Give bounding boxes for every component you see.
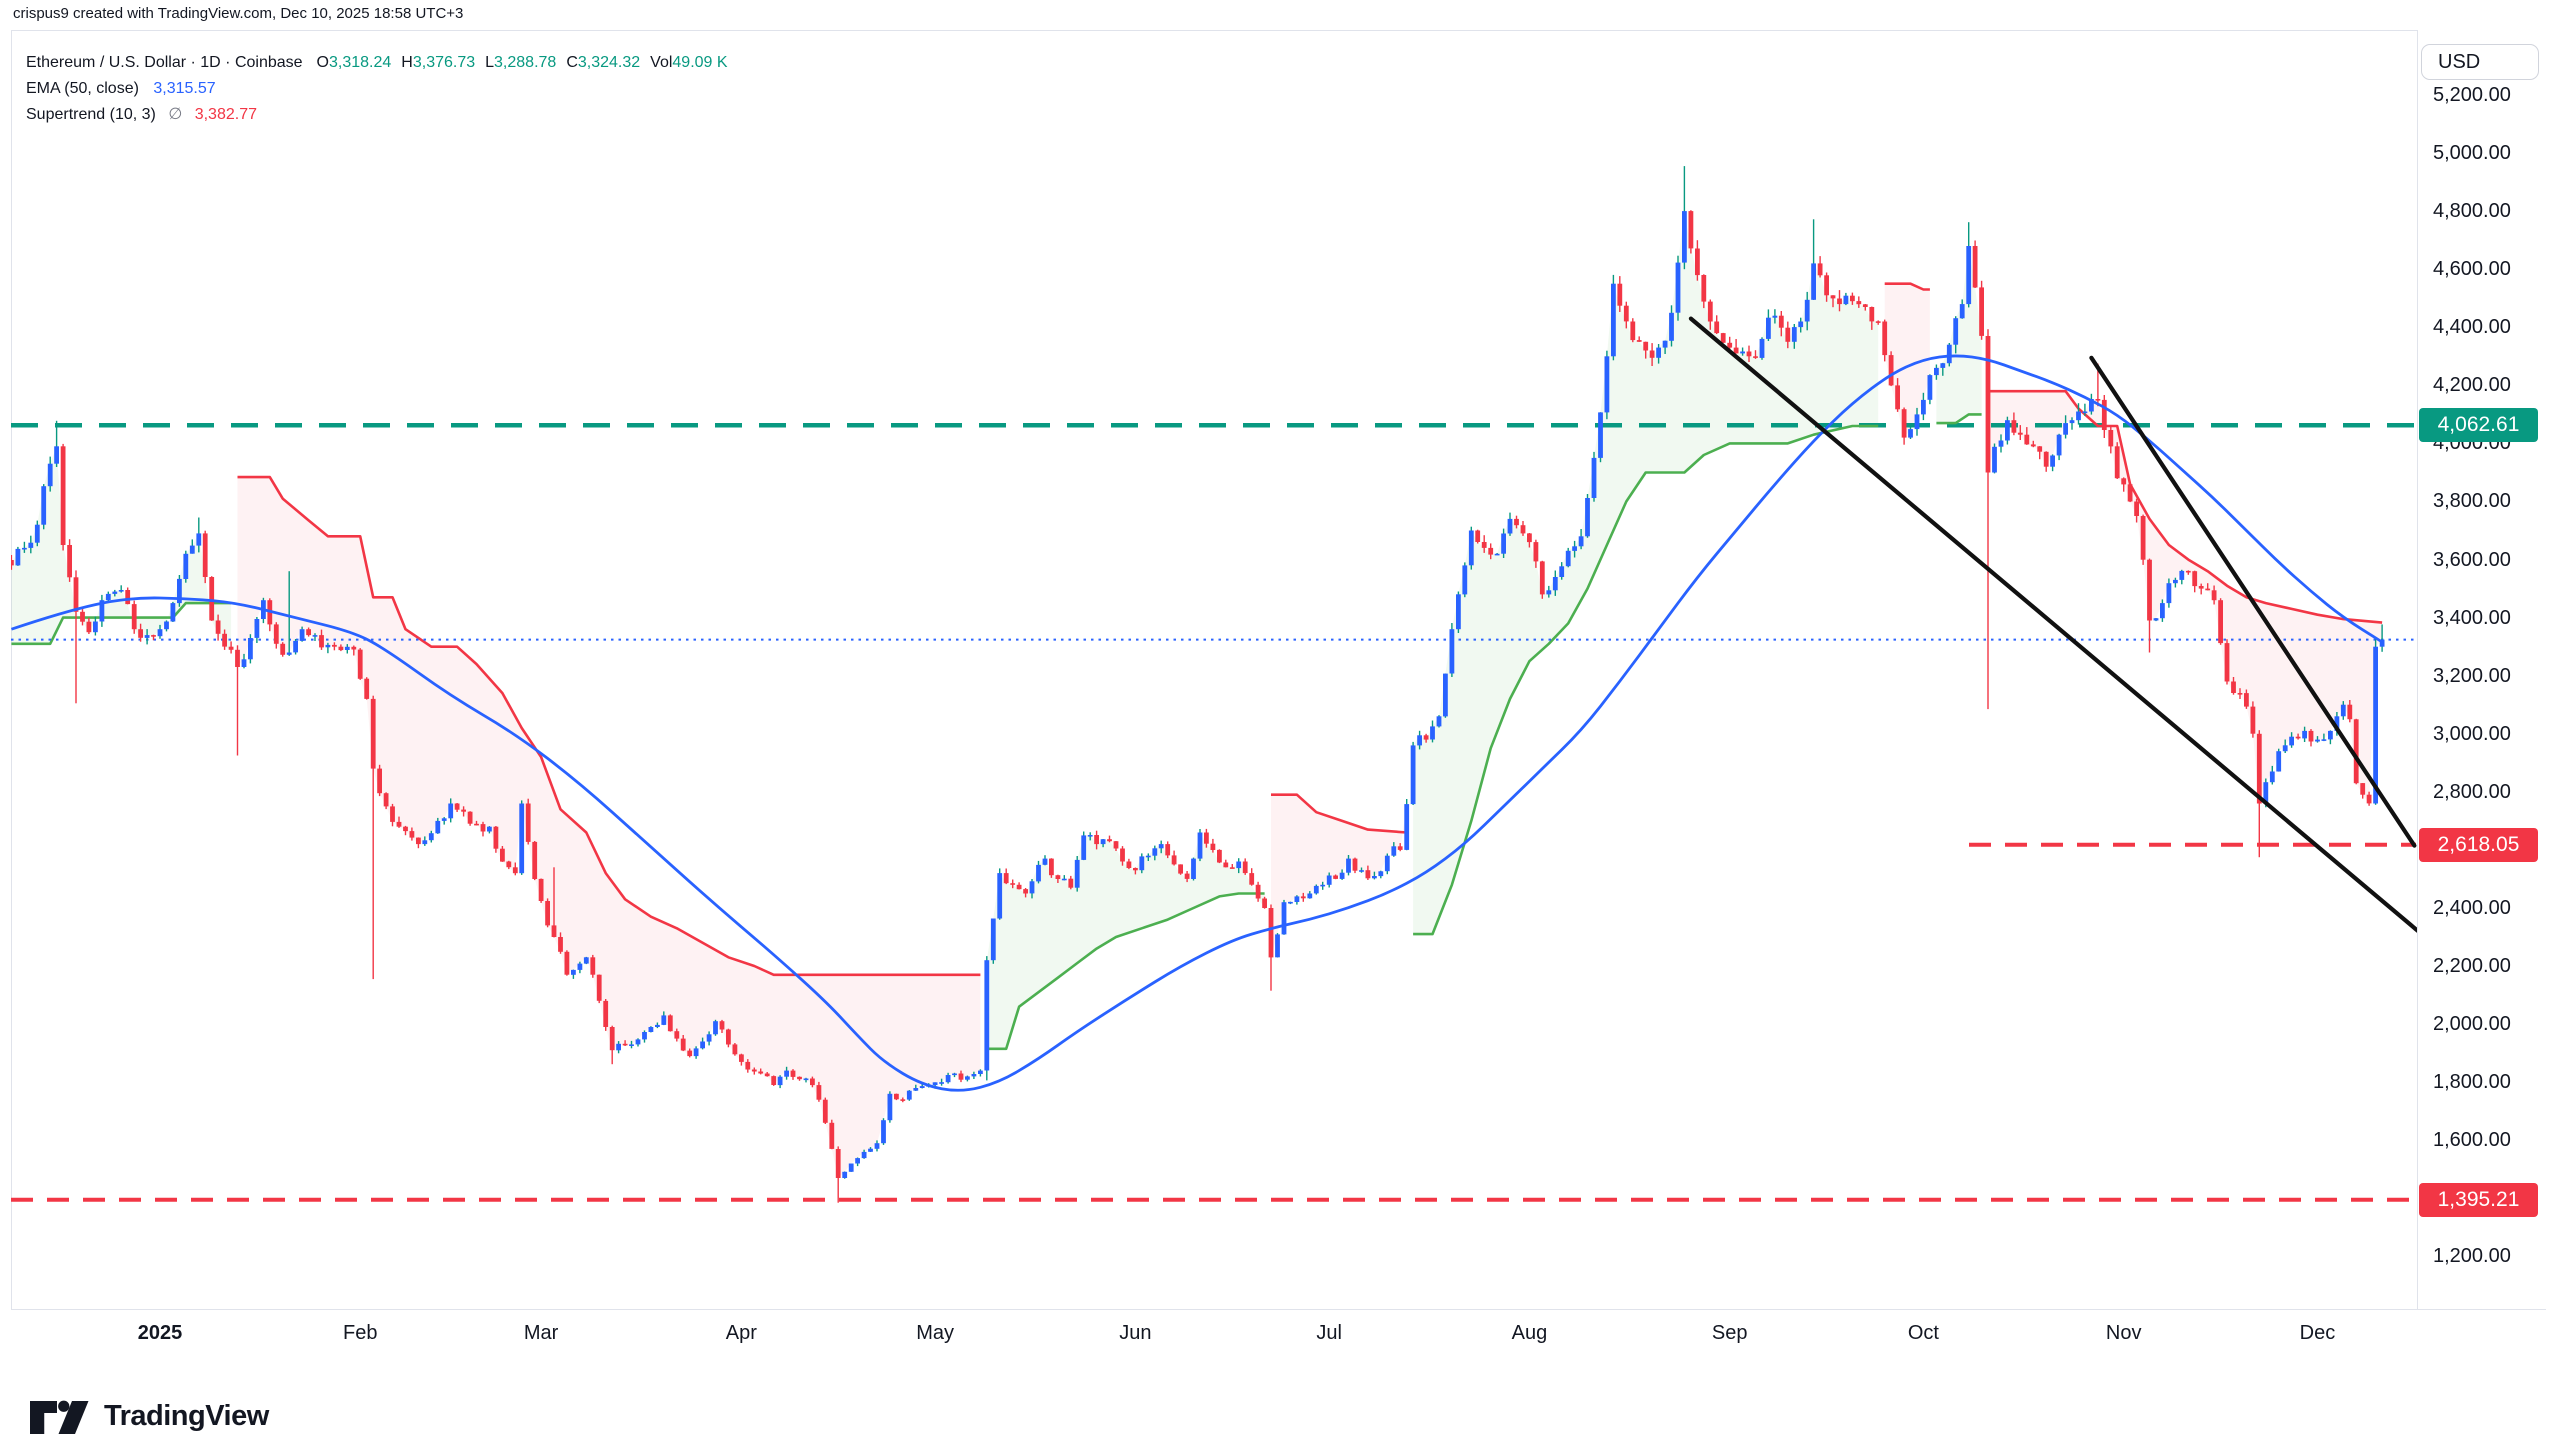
ema-indicator-row[interactable]: EMA (50, close) 3,315.57 (26, 78, 738, 100)
time-tick-label: Oct (1907, 1322, 1939, 1344)
price-tick-label: 5,000.00 (2433, 142, 2511, 165)
symbol-title: Ethereum / U.S. Dollar · 1D · Coinbase (26, 54, 303, 71)
price-level-badge: 2,618.05 (2419, 827, 2538, 862)
price-tick-label: 1,800.00 (2433, 1071, 2511, 1094)
tradingview-logo[interactable]: TradingView (30, 1392, 269, 1440)
chart-legend: Ethereum / U.S. Dollar · 1D · Coinbase O3… (26, 52, 738, 130)
time-axis[interactable]: 2025 Feb Mar Apr May Jun Jul Aug Sep Oct Nov Dec (11, 1309, 2546, 1360)
price-tick-label: 1,600.00 (2433, 1129, 2511, 1152)
price-tick-label: 2,800.00 (2433, 780, 2511, 803)
price-tick-label: 4,400.00 (2433, 316, 2511, 339)
price-tick-label: 4,600.00 (2433, 258, 2511, 281)
price-tick-label: 3,000.00 (2433, 722, 2511, 745)
ohlc-item: O3,318.24 (316, 54, 392, 71)
time-tick-label: Jun (1119, 1322, 1152, 1344)
supertrend-indicator-row[interactable]: Supertrend (10, 3) ∅ 3,382.77 (26, 104, 738, 126)
price-tick-label: 3,800.00 (2433, 490, 2511, 513)
tradingview-logo-icon (30, 1400, 89, 1434)
tradingview-logo-text: TradingView (104, 1399, 269, 1432)
price-tick-label: 3,600.00 (2433, 548, 2511, 571)
ohlc-item: Vol49.09 K (650, 54, 728, 71)
ohlc-item: L3,288.78 (485, 54, 557, 71)
ohlc-item: C3,324.32 (566, 54, 641, 71)
time-tick-label: Nov (2105, 1322, 2142, 1344)
price-chart-canvas[interactable] (11, 30, 2417, 1309)
average-symbol: ∅ (168, 106, 183, 123)
supertrend-value: 3,382.77 (194, 106, 257, 123)
time-tick-label: Dec (2299, 1322, 2336, 1344)
price-axis[interactable] (2417, 30, 2547, 1309)
chart-card (11, 30, 2545, 1359)
ema-value: 3,315.57 (153, 80, 216, 97)
price-tick-label: 2,000.00 (2433, 1013, 2511, 1036)
supertrend-label: Supertrend (10, 3) (26, 106, 156, 123)
time-tick-label: Mar (523, 1322, 559, 1344)
time-tick-label: Apr (725, 1322, 757, 1344)
price-tick-label: 3,200.00 (2433, 664, 2511, 687)
price-tick-label: 5,200.00 (2433, 84, 2511, 106)
ema-label: EMA (50, close) (26, 80, 139, 97)
currency-unit-button[interactable]: USD (2421, 44, 2539, 80)
price-tick-label: 3,400.00 (2433, 606, 2511, 629)
ohlc-item: H3,376.73 (401, 54, 476, 71)
time-tick-label: Aug (1511, 1322, 1548, 1344)
symbol-row[interactable]: Ethereum / U.S. Dollar · 1D · Coinbase O3… (26, 52, 738, 74)
price-tick-label: 2,400.00 (2433, 896, 2511, 919)
time-tick-label: Sep (1711, 1322, 1748, 1344)
price-level-badge: 4,062.61 (2419, 408, 2538, 443)
time-tick-label: Feb (343, 1322, 378, 1344)
time-tick-label: May (916, 1322, 955, 1344)
time-tick-label: 2025 (137, 1322, 183, 1344)
attribution-text: crispus9 created with TradingView.com, D… (13, 5, 464, 22)
ohlc-values: O3,318.24 H3,376.73 L3,288.78 C3,324.32 Vol4… (317, 54, 738, 71)
price-tick-label: 1,200.00 (2433, 1245, 2511, 1268)
price-tick-label: 4,200.00 (2433, 374, 2511, 397)
price-tick-label: 2,200.00 (2433, 955, 2511, 978)
time-tick-label: Jul (1316, 1322, 1342, 1344)
price-level-badge: 1,395.21 (2419, 1182, 2538, 1217)
price-tick-label: 4,800.00 (2433, 200, 2511, 223)
